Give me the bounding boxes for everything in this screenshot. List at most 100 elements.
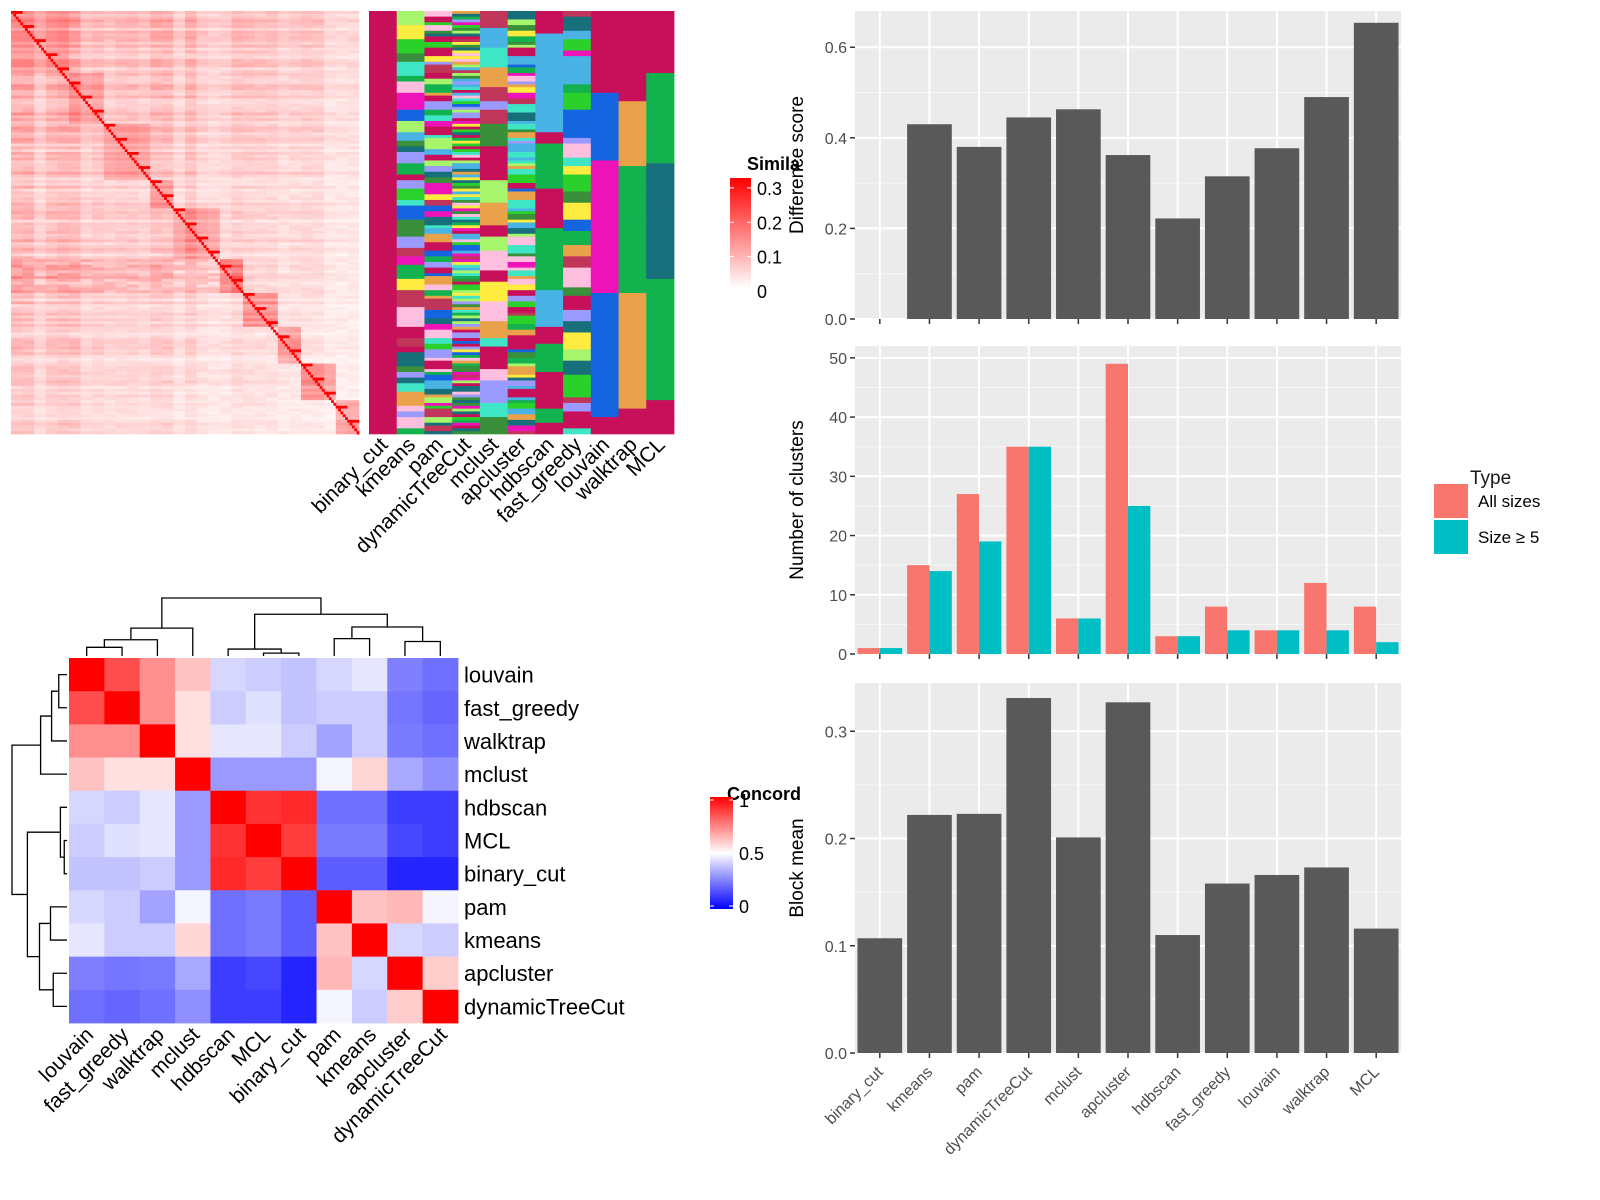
similarity-cell	[347, 366, 360, 370]
similarity-cell	[80, 324, 93, 328]
similarity-cell	[208, 205, 221, 209]
similarity-cell	[34, 369, 47, 373]
similarity-cell	[335, 67, 348, 71]
similarity-cell	[335, 222, 348, 226]
similarity-cell	[103, 428, 116, 432]
similarity-cell	[243, 431, 255, 435]
similarity-diagonal-cell	[263, 318, 267, 322]
similarity-cell	[219, 177, 232, 181]
similarity-cell	[266, 391, 279, 395]
similarity-cell	[324, 216, 337, 220]
similarity-cell	[45, 422, 58, 426]
similarity-cell	[22, 73, 35, 77]
similarity-cell	[34, 194, 47, 198]
similarity-cell	[243, 115, 255, 119]
similarity-cell	[301, 171, 313, 175]
similarity-cell	[277, 346, 290, 350]
similarity-cell	[266, 290, 279, 294]
similarity-cell	[324, 174, 337, 178]
similarity-cell	[103, 388, 116, 392]
similarity-cell	[185, 61, 197, 65]
similarity-cell	[243, 214, 255, 218]
similarity-cell	[347, 180, 360, 184]
similarity-cell	[289, 346, 302, 350]
similarity-cell	[103, 309, 116, 314]
similarity-cell	[312, 47, 325, 51]
similarity-cell	[127, 417, 139, 421]
similarity-cell	[22, 185, 35, 189]
similarity-cell	[335, 400, 348, 404]
similarity-cell	[34, 70, 47, 74]
similarity-cell	[243, 397, 255, 401]
similarity-cell	[219, 391, 232, 395]
similarity-cell	[301, 324, 313, 328]
similarity-cell	[92, 270, 105, 274]
similarity-cell	[208, 208, 221, 212]
similarity-cell	[69, 278, 81, 283]
similarity-cell	[231, 208, 244, 212]
similarity-cell	[11, 73, 23, 77]
similarity-cell	[80, 205, 93, 209]
similarity-cell	[69, 16, 81, 20]
membership-cell-pam	[424, 84, 453, 91]
similarity-cell	[150, 222, 163, 226]
similarity-cell	[289, 183, 302, 187]
similarity-cell	[243, 171, 255, 175]
similarity-cell	[22, 295, 35, 299]
similarity-diagonal-cell	[24, 27, 28, 32]
similarity-cell	[243, 247, 255, 251]
similarity-cell	[185, 109, 197, 113]
similarity-cell	[45, 89, 58, 94]
similarity-cell	[289, 256, 302, 260]
similarity-cell	[161, 135, 174, 139]
similarity-cell	[161, 388, 174, 392]
similarity-cell	[11, 219, 23, 223]
similarity-cell	[208, 318, 221, 322]
similarity-cell	[208, 247, 221, 251]
membership-cell-mclust	[479, 338, 509, 347]
similarity-cell	[335, 205, 348, 209]
similarity-cell	[335, 383, 348, 387]
similarity-cell	[22, 408, 35, 412]
similarity-cell	[243, 152, 255, 156]
similarity-cell	[208, 326, 221, 330]
similarity-cell	[208, 383, 221, 387]
membership-cell-apcluster	[507, 183, 536, 189]
similarity-cell	[103, 357, 116, 361]
similarity-cell	[150, 143, 163, 147]
similarity-cell	[277, 70, 290, 74]
similarity-cell	[103, 417, 116, 421]
similarity-cell	[138, 132, 151, 136]
similarity-cell	[173, 402, 186, 407]
similarity-cell	[127, 425, 139, 429]
similarity-cell	[115, 276, 128, 280]
similarity-cell	[173, 171, 186, 175]
similarity-cell	[277, 157, 290, 161]
similarity-cell	[80, 185, 93, 189]
similarity-cell	[347, 163, 360, 167]
similarity-cell	[231, 98, 244, 102]
similarity-cell	[266, 129, 279, 133]
similarity-cell	[312, 222, 325, 226]
similarity-cell	[289, 70, 302, 74]
similarity-cell	[347, 44, 360, 48]
similarity-cell	[277, 129, 290, 133]
similarity-cell	[254, 118, 267, 122]
membership-cell-dynamicTreeCut	[452, 312, 481, 316]
similarity-cell	[173, 33, 186, 37]
similarity-cell	[324, 363, 337, 367]
similarity-cell	[45, 106, 58, 110]
similarity-cell	[80, 312, 93, 316]
similarity-cell	[347, 383, 360, 387]
similarity-cell	[208, 270, 221, 274]
similarity-cell	[231, 321, 244, 325]
similarity-cell	[243, 64, 255, 68]
similarity-cell	[45, 425, 58, 429]
similarity-cell	[22, 157, 35, 161]
similarity-cell	[231, 168, 244, 173]
similarity-cell	[347, 149, 360, 153]
similarity-cell	[266, 84, 279, 88]
similarity-cell	[254, 408, 267, 412]
similarity-cell	[289, 132, 302, 136]
membership-cell-dynamicTreeCut	[452, 391, 481, 395]
